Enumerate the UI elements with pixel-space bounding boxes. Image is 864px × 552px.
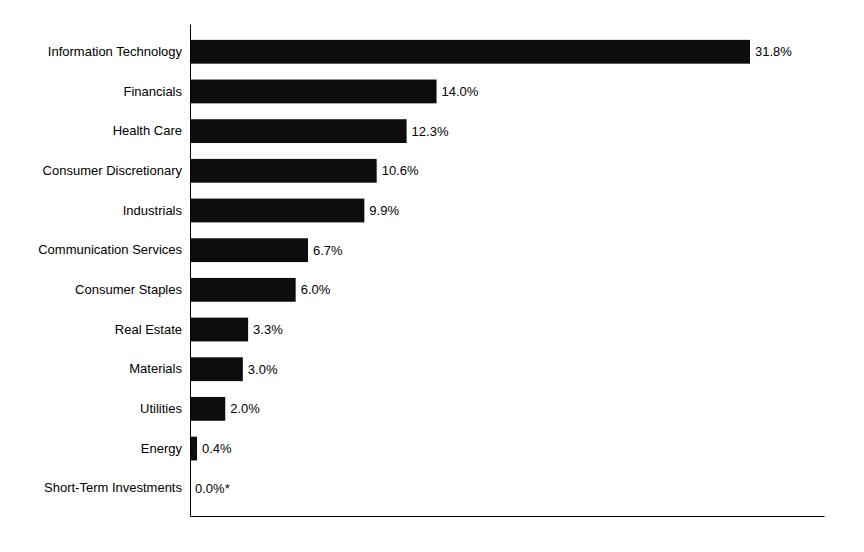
y-tick: Utilities — [140, 401, 182, 416]
y-tick-label: Consumer Staples — [75, 282, 182, 297]
bar — [190, 159, 377, 183]
bar — [190, 397, 225, 421]
data-label: 9.9% — [369, 203, 399, 218]
y-tick-label: Industrials — [123, 203, 183, 218]
y-tick: Real Estate — [115, 322, 182, 337]
y-tick-label: Energy — [141, 441, 183, 456]
y-tick: Information Technology — [48, 44, 183, 59]
y-tick-label: Communication Services — [38, 242, 182, 257]
y-tick: Consumer Discretionary — [43, 163, 183, 178]
y-axis-line — [190, 25, 191, 517]
plot: Short-Term Investments Energy Utilities Mat… — [38, 25, 824, 517]
bar — [190, 318, 248, 342]
data-label: 2.0% — [230, 401, 260, 416]
data-label: 6.0% — [301, 282, 331, 297]
bar — [190, 119, 407, 143]
data-labels: 0.0%* 0.4% 2.0% 3.0% 3.3% 6.0% 6.7% 9.9% 10.6% 12… — [195, 44, 792, 495]
y-tick-label: Health Care — [113, 123, 182, 138]
data-label: 0.4% — [202, 441, 232, 456]
y-tick-label: Information Technology — [48, 44, 183, 59]
bar — [190, 278, 296, 302]
data-label: 12.3% — [412, 124, 449, 139]
x-axis — [191, 516, 825, 517]
y-tick: Energy — [141, 441, 183, 456]
data-label: 6.7% — [313, 243, 343, 258]
bar — [190, 357, 243, 381]
x-axis-line — [191, 516, 825, 517]
data-label: 3.3% — [253, 322, 283, 337]
y-tick: Consumer Staples — [75, 282, 182, 297]
y-tick-label: Materials — [129, 361, 182, 376]
y-tick: Health Care — [113, 123, 182, 138]
data-label: 14.0% — [442, 84, 479, 99]
y-tick: Materials — [129, 361, 182, 376]
bar — [190, 437, 197, 461]
y-tick: Financials — [123, 84, 182, 99]
y-tick: Short-Term Investments — [44, 480, 182, 495]
chart: Short-Term Investments Energy Utilities Mat… — [0, 0, 864, 552]
bar — [190, 80, 437, 104]
bars — [190, 40, 750, 461]
data-label: 10.6% — [382, 163, 419, 178]
y-tick: Communication Services — [38, 242, 182, 257]
bar — [190, 199, 364, 223]
data-label: 3.0% — [248, 362, 278, 377]
y-tick-label: Short-Term Investments — [44, 480, 182, 495]
data-label: 0.0%* — [195, 481, 230, 496]
y-tick-label: Real Estate — [115, 322, 182, 337]
y-axis: Short-Term Investments Energy Utilities Mat… — [38, 25, 190, 517]
y-tick: Industrials — [123, 203, 183, 218]
bar — [190, 238, 308, 262]
bar — [190, 40, 750, 64]
data-label: 31.8% — [755, 44, 792, 59]
y-tick-label: Consumer Discretionary — [43, 163, 183, 178]
y-tick-label: Financials — [123, 84, 182, 99]
y-tick-label: Utilities — [140, 401, 182, 416]
